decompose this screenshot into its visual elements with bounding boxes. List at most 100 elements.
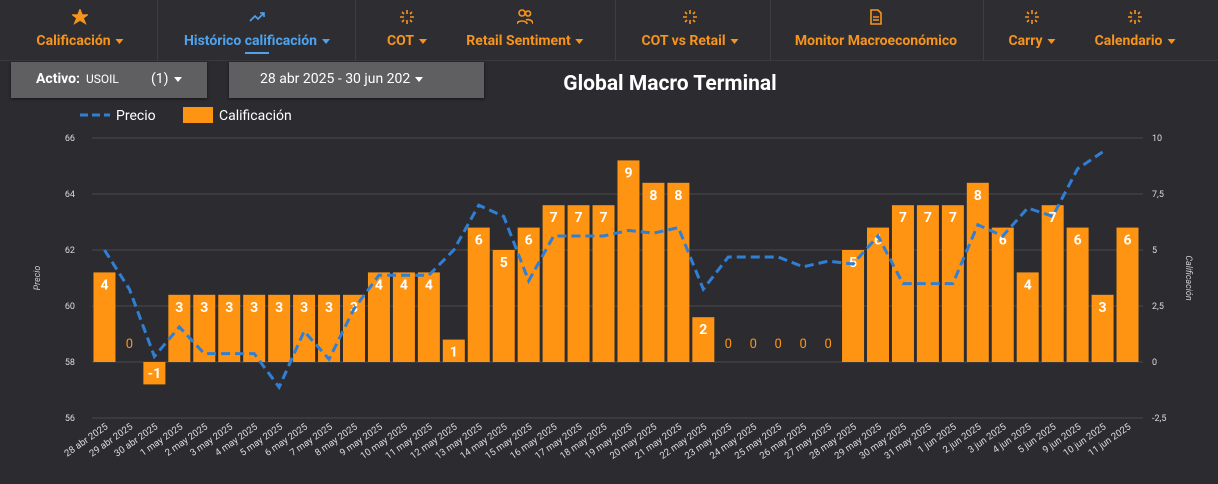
data-label: 7	[600, 210, 608, 226]
icon-shape	[72, 9, 88, 25]
data-label: 9	[624, 165, 632, 181]
x-tick-label: 29 may 2025	[833, 421, 884, 461]
bar	[1066, 227, 1089, 362]
data-label: 3	[200, 300, 208, 316]
data-label: 3	[300, 300, 308, 316]
data-label: 4	[425, 277, 433, 293]
icon-shape	[870, 9, 882, 25]
x-tick-label: 30 abr 2025	[112, 421, 160, 459]
x-tick-label: 24 may 2025	[708, 421, 759, 461]
bar	[467, 227, 490, 362]
separator	[983, 0, 984, 60]
legend-swatch	[183, 107, 213, 123]
data-label: 6	[1074, 233, 1082, 249]
separator	[355, 0, 356, 60]
nav-icon	[870, 9, 882, 25]
bar	[1041, 205, 1064, 362]
bar	[417, 272, 440, 362]
bar	[168, 294, 191, 362]
x-tick-label: 5 jun 2025	[1016, 421, 1058, 455]
x-tick-label: 19 may 2025	[583, 421, 634, 461]
x-tick-label: 11 may 2025	[383, 421, 434, 461]
x-tick-label: 7 may 2025	[288, 421, 335, 458]
data-label: 1	[450, 345, 458, 361]
x-tick-label: 4 jun 2025	[991, 421, 1033, 455]
bar	[542, 205, 565, 362]
x-tick-label: 17 may 2025	[533, 421, 584, 461]
data-label: 7	[550, 210, 558, 226]
y2-axis-title: Calificación	[1183, 255, 1193, 301]
x-tick-label: 3 jun 2025	[966, 421, 1008, 455]
x-tick-label: 12 may 2025	[408, 421, 459, 461]
x-tick-label: 2 jun 2025	[941, 421, 983, 455]
y-tick-label: 56	[65, 414, 75, 424]
data-label: 8	[674, 188, 682, 204]
bar	[367, 272, 390, 362]
icon-shape	[1025, 10, 1039, 24]
bar	[916, 205, 939, 362]
data-label: 3	[350, 300, 358, 316]
bar	[966, 182, 989, 362]
x-tick-label: 4 may 2025	[213, 421, 260, 458]
x-tick-label: 20 may 2025	[608, 421, 659, 461]
bar	[891, 205, 914, 362]
data-label: 7	[924, 210, 932, 226]
bar	[842, 250, 865, 362]
x-tick-label: 8 may 2025	[313, 421, 360, 458]
bar	[268, 294, 291, 362]
data-label: 8	[974, 188, 982, 204]
nav-icon	[249, 12, 265, 22]
x-tick-label: 25 may 2025	[733, 421, 784, 461]
x-tick-label: 30 may 2025	[858, 421, 909, 461]
data-label: 2	[699, 322, 707, 338]
x-tick-label: 31 may 2025	[883, 421, 934, 461]
data-label: 6	[1124, 233, 1132, 249]
x-tick-label: 29 abr 2025	[87, 421, 135, 459]
bar	[218, 294, 241, 362]
y-tick-label: 60	[65, 302, 75, 312]
bar	[318, 294, 341, 362]
y-tick-label: 66	[65, 134, 75, 144]
nav-icon	[1128, 10, 1142, 24]
x-tick-label: 1 jun 2025	[916, 421, 958, 455]
data-label: 4	[100, 277, 108, 293]
asset-select[interactable]: Activo: USOIL (1)	[11, 62, 207, 98]
x-tick-label: 1 may 2025	[138, 421, 185, 458]
x-tick-label: 15 may 2025	[483, 421, 534, 461]
data-label: 3	[325, 300, 333, 316]
data-label: 4	[1024, 277, 1032, 293]
date-range: 28 abr 2025 - 30 jun 202	[260, 71, 423, 87]
data-label: 3	[250, 300, 258, 316]
data-label: 3	[1099, 300, 1107, 316]
bar	[442, 339, 465, 362]
y-axis-title: Precio	[33, 266, 43, 291]
y-tick-label: 62	[65, 246, 75, 256]
y2-tick-label: 5	[1152, 246, 1157, 256]
asset-label: Activo:	[36, 71, 80, 87]
y2-tick-label: 2,5	[1152, 302, 1164, 312]
bar	[392, 272, 415, 362]
x-tick-label: 9 jun 2025	[1041, 421, 1083, 455]
bar	[592, 205, 615, 362]
nav-label: Calendario	[1095, 33, 1176, 49]
data-label: 6	[475, 233, 483, 249]
bar	[243, 294, 266, 362]
x-tick-label: 13 may 2025	[433, 421, 484, 461]
nav-icon	[683, 10, 697, 24]
x-tick-label: 2 may 2025	[163, 421, 210, 458]
icon-shape	[517, 9, 533, 25]
data-label: 0	[126, 337, 133, 352]
nav-icon	[72, 9, 88, 25]
y2-tick-label: 10	[1152, 134, 1162, 144]
nav-icon	[517, 9, 533, 25]
icon-shape	[683, 10, 697, 24]
bar	[991, 227, 1014, 362]
x-tick-label: 28 abr 2025	[63, 421, 111, 459]
nav-label: Monitor Macroeconómico	[794, 33, 958, 49]
x-tick-label: 5 may 2025	[238, 421, 285, 458]
count: (1)	[151, 71, 182, 87]
date-select[interactable]: 28 abr 2025 - 30 jun 202	[229, 62, 484, 98]
x-tick-label: 10 may 2025	[359, 421, 410, 461]
y-tick-label: 64	[65, 190, 75, 200]
nav-icon	[1025, 10, 1039, 24]
